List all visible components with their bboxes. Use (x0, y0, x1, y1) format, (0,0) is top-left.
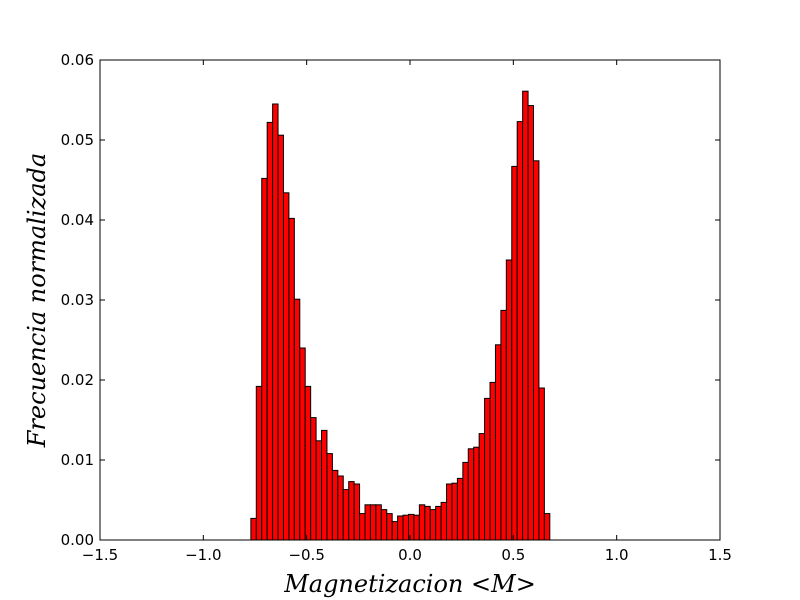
x-tick-label: 1.5 (708, 546, 732, 564)
histogram-bar (413, 514, 420, 541)
y-tick-label: 0.06 (61, 51, 94, 69)
histogram-bar (451, 482, 458, 541)
histogram-bar (533, 160, 540, 541)
histogram-bar (522, 90, 529, 541)
histogram-bar (446, 483, 453, 541)
histogram-bar (255, 385, 263, 541)
histogram-bar (310, 417, 317, 541)
histogram-bar (369, 504, 377, 541)
histogram-bar (543, 513, 551, 541)
histogram-bar (315, 440, 323, 541)
histogram-bar (293, 298, 301, 541)
histogram-bar (364, 504, 371, 541)
histogram-bar (282, 192, 290, 541)
histogram-bar (348, 481, 355, 541)
histogram-bar (456, 477, 464, 541)
histogram-bar (326, 453, 333, 541)
histogram-bar (299, 347, 306, 541)
histogram-bar (407, 513, 415, 541)
plot-area-frame (99, 59, 721, 541)
y-tick-label: 0.05 (61, 131, 94, 149)
y-tick-label: 0.00 (61, 531, 94, 549)
histogram-bar (337, 475, 344, 541)
histogram-bar (484, 397, 491, 541)
histogram-bars (250, 90, 551, 541)
histogram-bar (473, 446, 480, 541)
histogram-bar (375, 504, 382, 541)
histogram-bar (250, 517, 257, 541)
histogram-bar (397, 515, 404, 541)
x-axis-title: Magnetizacion <M> (283, 570, 536, 598)
histogram-bar (353, 483, 361, 541)
histogram-bar (272, 103, 279, 541)
histogram-bar (489, 381, 496, 541)
histogram-bar (277, 134, 284, 541)
x-tick-label: −1.5 (82, 546, 118, 564)
histogram-bar (386, 513, 393, 541)
y-axis-ticks: 0.00 0.01 0.02 0.03 0.04 0.05 0.06 (61, 51, 720, 549)
x-tick-label: 0.0 (398, 546, 422, 564)
y-tick-label: 0.03 (61, 291, 94, 309)
histogram-bar (304, 385, 312, 541)
histogram-bar (516, 121, 524, 541)
y-axis-title: Frecuencia normalizada (23, 153, 51, 448)
histogram-bar (505, 259, 513, 541)
histogram-bar (478, 433, 486, 541)
histogram-bar (440, 501, 448, 541)
histogram-bar (321, 429, 328, 541)
histogram-bar (402, 514, 409, 541)
x-tick-label: 1.0 (605, 546, 629, 564)
histogram-bar (342, 489, 350, 541)
x-axis-ticks: −1.5 −1.0 −0.5 0.0 0.5 1.0 1.5 (82, 60, 732, 564)
y-tick-label: 0.02 (61, 371, 94, 389)
y-tick-label: 0.04 (61, 211, 94, 229)
histogram-bar (467, 448, 475, 541)
histogram-bar (331, 469, 339, 541)
histogram-bar (538, 387, 545, 541)
histogram-bar (435, 505, 442, 541)
histogram-bar (288, 217, 295, 541)
histogram-bar (500, 309, 507, 541)
histogram-bar (266, 121, 274, 541)
x-tick-label: −1.0 (185, 546, 221, 564)
histogram-bar (418, 504, 426, 541)
histogram-bar (429, 509, 437, 541)
histogram-bar (380, 509, 388, 541)
histogram-bar (391, 521, 399, 541)
y-tick-label: 0.01 (61, 451, 94, 469)
histogram-bar (527, 105, 535, 541)
histogram-bar (424, 505, 431, 541)
x-tick-label: 0.5 (501, 546, 525, 564)
histogram-bar (462, 461, 469, 541)
histogram-bar (494, 344, 502, 541)
x-tick-label: −0.5 (288, 546, 324, 564)
histogram-bar (261, 177, 268, 541)
histogram-bar (511, 165, 518, 541)
histogram-bar (359, 513, 366, 541)
